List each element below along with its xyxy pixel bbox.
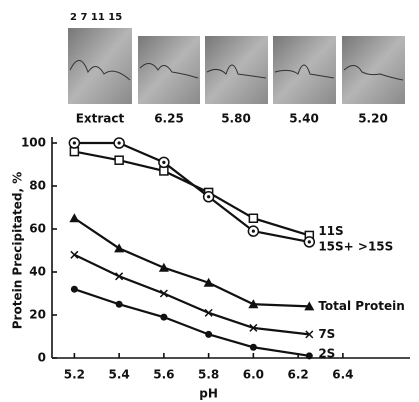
marker — [68, 137, 81, 149]
gel-trace — [139, 63, 199, 79]
gel-trace — [343, 65, 404, 81]
marker — [115, 272, 124, 281]
gel-trace — [206, 64, 267, 79]
marker — [248, 299, 259, 309]
y-tick-label: 80 — [29, 179, 46, 193]
gel-label: Extract — [76, 112, 125, 126]
x-tick-label: 6.4 — [332, 368, 353, 382]
gel-label: 6.25 — [154, 112, 184, 126]
series-label: Total Protein — [318, 299, 404, 313]
gel-label: 5.40 — [289, 112, 319, 126]
series-label: 2S — [318, 346, 335, 360]
marker — [159, 289, 168, 298]
marker — [114, 243, 125, 253]
series-line — [73, 253, 310, 336]
marker — [247, 225, 260, 237]
marker — [202, 191, 215, 203]
y-axis-label: Protein Precipitated, % — [11, 172, 25, 330]
marker — [249, 323, 258, 332]
series-label: 11S — [318, 224, 343, 238]
series-line — [73, 217, 310, 308]
marker-dot — [207, 195, 211, 199]
marker — [304, 301, 315, 311]
marker — [203, 277, 214, 287]
marker-dot — [307, 240, 311, 244]
marker — [248, 213, 259, 223]
x-tick-label: 5.2 — [64, 368, 85, 382]
marker — [305, 330, 314, 339]
y-tick-label: 20 — [29, 308, 46, 322]
marker — [204, 308, 213, 317]
marker — [159, 166, 169, 176]
gel-label: 5.20 — [358, 112, 388, 126]
marker — [113, 137, 125, 149]
marker-dot — [117, 141, 121, 145]
y-tick-label: 0 — [38, 351, 46, 365]
marker — [70, 285, 78, 293]
x-axis-label: pH — [199, 387, 218, 401]
marker — [160, 313, 168, 321]
series-line — [74, 150, 310, 237]
plot: 0 20 40 60 80 100 5.2 5.4 5.6 5.8 6.0 6.2 6.4 pH Prote… — [11, 136, 410, 401]
marker-dot — [72, 141, 76, 145]
series-label: 15S+ >15S — [318, 239, 393, 253]
gel-trace — [274, 64, 335, 79]
marker — [303, 236, 316, 248]
x-tick-label: 5.4 — [108, 368, 129, 382]
marker — [305, 352, 313, 360]
marker — [249, 343, 257, 351]
gel-trace — [69, 60, 131, 81]
gel-image — [342, 36, 405, 104]
marker — [70, 250, 79, 259]
marker-dot — [162, 160, 166, 164]
marker-dot — [251, 229, 255, 233]
gel-panels — [68, 28, 405, 104]
marker — [205, 330, 213, 338]
y-tick-label: 100 — [21, 136, 46, 150]
y-tick-label: 40 — [29, 265, 46, 279]
gel-image — [138, 36, 200, 104]
gel-image — [68, 28, 132, 104]
gel-label: 5.80 — [221, 112, 251, 126]
marker — [114, 155, 124, 165]
marker — [115, 300, 123, 308]
x-tick-label: 6.2 — [287, 368, 308, 382]
y-tick-label: 60 — [29, 222, 46, 236]
marker — [69, 213, 80, 223]
gel-image — [273, 36, 336, 104]
marker — [158, 262, 169, 272]
gel-labels: Extract 6.25 5.80 5.40 5.20 — [76, 112, 388, 126]
x-tick-label: 5.6 — [153, 368, 174, 382]
series-line — [74, 288, 310, 357]
series-line — [74, 141, 310, 243]
marker — [69, 146, 80, 157]
x-tick-label: 5.8 — [198, 368, 219, 382]
gel-lane-label: 2 7 11 15 — [70, 12, 122, 23]
marker — [158, 156, 170, 169]
series-label: 7S — [318, 327, 335, 341]
x-tick-label: 6.0 — [243, 368, 264, 382]
